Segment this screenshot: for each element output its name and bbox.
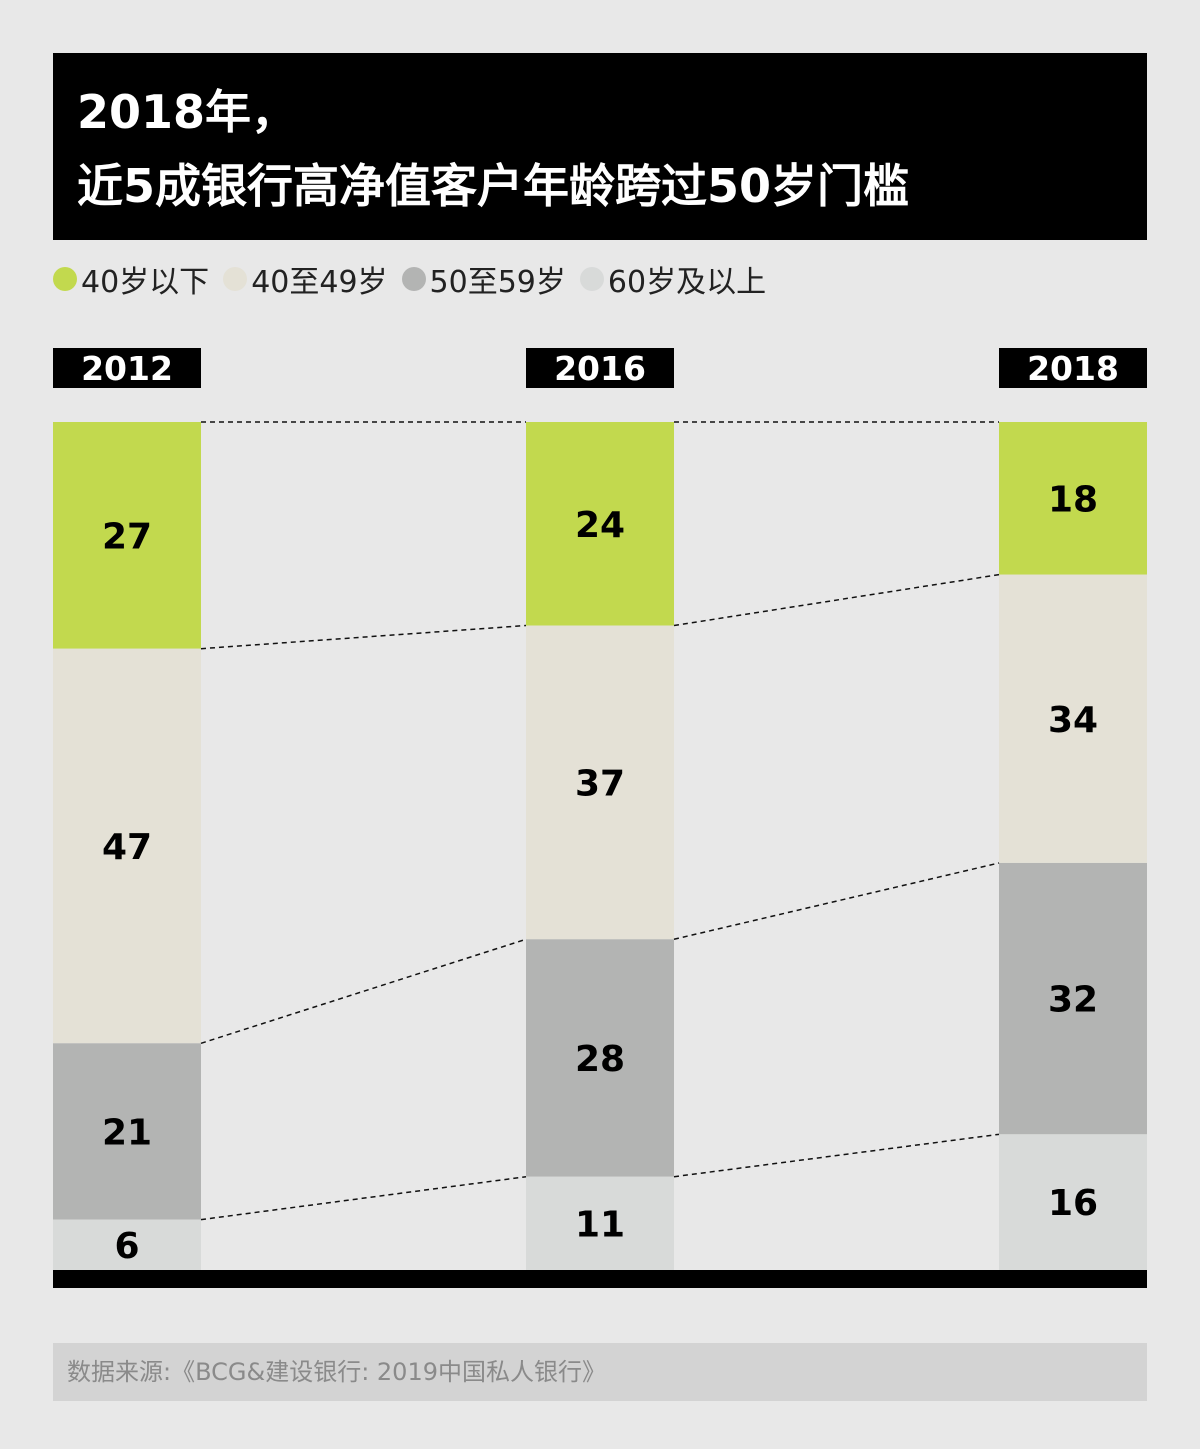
- data-label-2012-50-59: 21: [102, 1112, 152, 1153]
- connector-line-2016-2018-1: [674, 575, 999, 626]
- legend-item-under-40: 40岁以下: [53, 257, 209, 301]
- data-label-2012-40-49: 47: [102, 827, 152, 868]
- connector-line-2012-2016-1: [201, 626, 526, 649]
- connector-line-2016-2018-2: [674, 863, 999, 939]
- source-note: 数据来源:《BCG&建设银行: 2019中国私人银行》: [53, 1343, 1147, 1401]
- legend: 40岁以下 40至49岁 50至59岁 60岁及以上: [53, 257, 780, 301]
- legend-item-60-plus: 60岁及以上: [580, 257, 766, 301]
- title-line-1: 2018年，: [77, 75, 1147, 149]
- data-label-2016-under-40: 24: [575, 505, 625, 546]
- stacked-bar-chart: 2012 27 47 21 6 2016 24 37 28 11 2018 18 34 32 16: [0, 330, 1200, 1310]
- data-label-2018-50-59: 32: [1048, 980, 1098, 1021]
- title-line-2: 近5成银行高净值客户年龄跨过50岁门槛: [77, 149, 1147, 223]
- legend-label-under-40: 40岁以下: [81, 257, 209, 301]
- legend-label-40-49: 40至49岁: [251, 257, 387, 301]
- legend-swatch-under-40: [53, 267, 77, 291]
- connector-line-2012-2016-2: [201, 939, 526, 1043]
- connector-line-2012-2016-3: [201, 1177, 526, 1220]
- legend-item-50-59: 50至59岁: [402, 257, 566, 301]
- data-label-2016-60-plus: 11: [575, 1204, 625, 1245]
- data-label-2016-50-59: 28: [575, 1039, 625, 1080]
- legend-swatch-60-plus: [580, 267, 604, 291]
- data-label-2016-40-49: 37: [575, 763, 625, 804]
- year-label-2012: 2012: [81, 349, 173, 388]
- data-label-2018-40-49: 34: [1048, 700, 1098, 741]
- data-label-2012-60-plus: 6: [114, 1226, 139, 1267]
- data-label-2018-under-40: 18: [1048, 479, 1098, 520]
- legend-swatch-40-49: [223, 267, 247, 291]
- chart-baseline: [53, 1270, 1147, 1288]
- legend-swatch-50-59: [402, 267, 426, 291]
- legend-label-50-59: 50至59岁: [430, 257, 566, 301]
- data-label-2012-under-40: 27: [102, 516, 152, 557]
- year-label-2016: 2016: [554, 349, 646, 388]
- connector-line-2016-2018-3: [674, 1134, 999, 1176]
- legend-label-60-plus: 60岁及以上: [608, 257, 766, 301]
- data-label-2018-60-plus: 16: [1048, 1183, 1098, 1224]
- year-label-2018: 2018: [1027, 349, 1119, 388]
- title-banner: 2018年， 近5成银行高净值客户年龄跨过50岁门槛: [53, 53, 1147, 240]
- legend-item-40-49: 40至49岁: [223, 257, 387, 301]
